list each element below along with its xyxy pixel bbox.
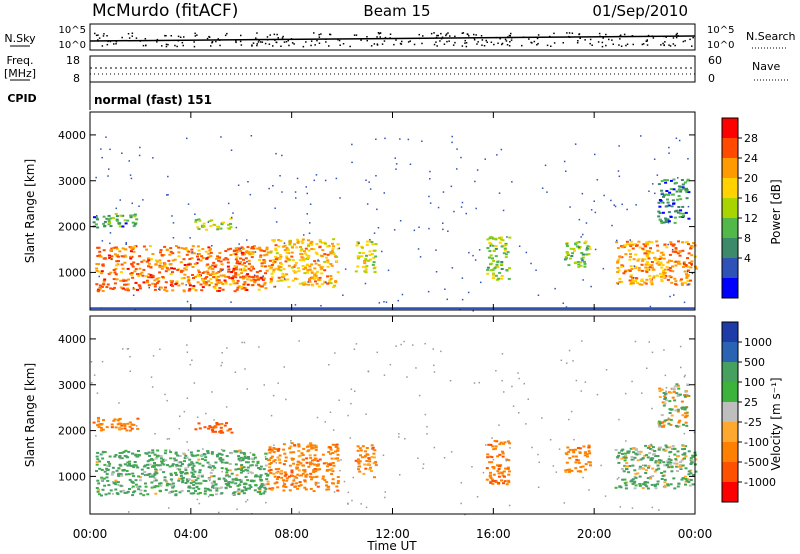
velocity-colorbar-tick-label: 25: [744, 396, 758, 409]
velocity-ytick-label: 2000: [58, 425, 86, 438]
power-colorbar-segment: [722, 218, 738, 239]
power-echo-region: [657, 178, 691, 224]
velocity-colorbar-tick-label: -500: [744, 456, 769, 469]
beam-title: Beam 15: [363, 2, 430, 20]
velocity-echo-region: [354, 444, 378, 479]
power-colorbar-tick-label: 4: [744, 252, 751, 265]
velocity-echo-region: [564, 444, 592, 473]
power-echo-region: [92, 212, 139, 229]
velocity-colorbar-segment: [722, 482, 738, 503]
power-sparse-echoes: [95, 135, 694, 312]
power-colorbar-label: Power [dB]: [769, 179, 783, 244]
noise-sky-label: N.Sky: [4, 32, 36, 45]
noise-right-tick-top: 10^5: [707, 25, 734, 36]
power-colorbar-segment: [722, 238, 738, 259]
noise-right-tick-bottom: 10^0: [707, 40, 734, 51]
velocity-colorbar-tick-label: 500: [744, 356, 765, 369]
velocity-colorbar-tick-label: -100: [744, 436, 769, 449]
freq-left-tick-bottom: 8: [73, 72, 80, 85]
time-tick-label: 00:00: [678, 527, 713, 541]
power-echo-region: [615, 240, 698, 286]
power-colorbar-segment: [722, 178, 738, 199]
velocity-colorbar-segment: [722, 402, 738, 423]
freq-right-tick-bottom: 0: [708, 72, 715, 85]
power-colorbar-tick-label: 12: [744, 212, 758, 225]
freq-label: Freq.: [6, 54, 33, 67]
velocity-colorbar-segment: [722, 422, 738, 443]
velocity-colorbar-segment: [722, 442, 738, 463]
power-colorbar: 28 24 20 16 12 8 4 Power [dB]: [721, 117, 783, 299]
cpid-mode: normal (fast) 151: [94, 93, 212, 107]
time-tick-label: 16:00: [476, 527, 511, 541]
velocity-ylabel: Slant Range [km]: [23, 363, 37, 467]
noise-panel: N.Sky 10^5 10^0 10^5 10^0 N.Search: [4, 23, 796, 51]
velocity-colorbar-tick-label: -25: [744, 416, 762, 429]
power-colorbar-segment: [722, 158, 738, 179]
power-ytick-label: 2000: [58, 221, 86, 234]
freq-units-label: [MHz]: [4, 67, 36, 80]
power-ytick-label: 4000: [58, 129, 86, 142]
time-tick-label: 08:00: [274, 527, 309, 541]
power-colorbar-segment: [722, 198, 738, 219]
power-echo-region: [354, 240, 378, 274]
power-colorbar-segment: [722, 278, 738, 299]
velocity-colorbar-segment: [722, 322, 738, 343]
power-colorbar-tick-label: 24: [744, 152, 758, 165]
time-tick-label: 20:00: [577, 527, 612, 541]
station-title: McMurdo (fitACF): [92, 1, 238, 21]
power-echo-region: [486, 235, 512, 281]
velocity-echo-region: [657, 383, 691, 428]
velocity-echo-region: [92, 416, 140, 432]
velocity-colorbar-tick-label: 1000: [744, 336, 772, 349]
velocity-echo-region: [614, 444, 698, 490]
time-tick-label: 12:00: [375, 527, 410, 541]
freq-left-tick-top: 18: [66, 54, 80, 67]
velocity-echo-region: [485, 440, 512, 486]
time-tick-label: 00:00: [73, 527, 108, 541]
frequency-panel: Freq. [MHz] 18 8 60 0 Nave: [4, 54, 788, 85]
velocity-colorbar-tick-label: -1000: [744, 476, 776, 489]
date-title: 01/Sep/2010: [592, 2, 688, 20]
velocity-colorbar-tick-label: 100: [744, 376, 765, 389]
power-echo-region: [95, 245, 269, 293]
power-colorbar-segment: [722, 138, 738, 159]
time-axis: 00:00 04:00 08:00 12:00 16:00 20:00 00:00: [73, 112, 713, 541]
noise-left-tick-bottom: 10^0: [59, 40, 86, 51]
velocity-colorbar-segment: [722, 362, 738, 383]
velocity-echo-region: [95, 449, 270, 497]
velocity-echo-region: [266, 442, 340, 493]
power-echo-region: [266, 238, 340, 289]
power-ytick-label: 3000: [58, 175, 86, 188]
nave-label: Nave: [752, 60, 780, 73]
power-colorbar-tick-label: 8: [744, 232, 751, 245]
power-colorbar-tick-label: 20: [744, 172, 758, 185]
noise-left-tick-top: 10^5: [59, 25, 86, 36]
velocity-panel: 4000 3000 2000 1000 Slant Range [km]: [23, 315, 698, 516]
velocity-colorbar-segment: [722, 462, 738, 483]
freq-right-tick-top: 60: [708, 54, 722, 67]
velocity-colorbar-label: Velocity [m s⁻¹]: [769, 377, 783, 470]
velocity-sparse-echoes: [90, 340, 696, 516]
velocity-ytick-label: 1000: [58, 470, 86, 483]
power-echo-region: [563, 240, 592, 268]
time-axis-label: Time UT: [366, 539, 417, 553]
cpid-label: CPID: [7, 92, 36, 105]
velocity-colorbar-segment: [722, 382, 738, 403]
noise-search-label: N.Search: [746, 30, 796, 43]
power-colorbar-tick-label: 16: [744, 192, 758, 205]
time-tick-label: 04:00: [174, 527, 209, 541]
power-ytick-label: 1000: [58, 266, 86, 279]
power-colorbar-tick-label: 28: [744, 132, 758, 145]
power-ylabel: Slant Range [km]: [23, 159, 37, 263]
velocity-echo-region: [194, 422, 234, 434]
velocity-ytick-label: 3000: [58, 379, 86, 392]
power-colorbar-segment: [722, 258, 738, 279]
velocity-colorbar-segment: [722, 342, 738, 363]
power-panel: 4000 3000 2000 1000 Slant Range [km]: [23, 111, 698, 312]
velocity-colorbar: 1000 500 100 25 -25 -100 -500 -1000 Velocity [m…: [721, 321, 783, 503]
power-echo-region: [194, 217, 233, 231]
power-colorbar-segment: [722, 118, 738, 139]
velocity-ytick-label: 4000: [58, 333, 86, 346]
